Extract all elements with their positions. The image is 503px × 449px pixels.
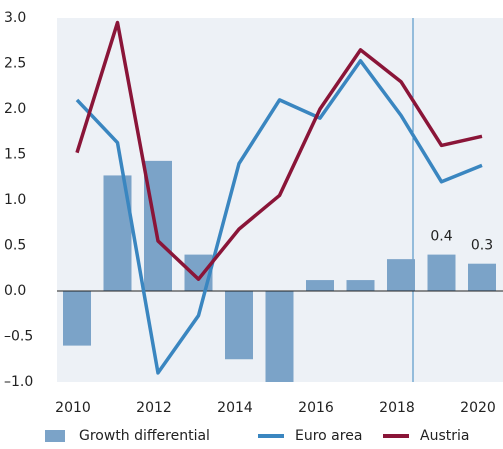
x-tick-label: 2020 <box>460 400 496 416</box>
bar <box>63 291 91 346</box>
data-label: 0.3 <box>471 238 493 254</box>
legend-label: Growth differential <box>79 428 210 444</box>
y-tick-label: 3.0 <box>4 10 26 26</box>
bar <box>265 291 294 382</box>
x-tick-label: 2016 <box>298 400 334 416</box>
bar <box>306 280 334 291</box>
legend-label: Euro area <box>295 428 362 444</box>
bar <box>468 263 496 291</box>
y-tick-label: 2.5 <box>4 56 26 72</box>
x-tick-label: 2010 <box>55 400 91 416</box>
x-tick-label: 2018 <box>379 400 415 416</box>
bar <box>427 254 456 291</box>
data-label: 0.4 <box>430 229 452 245</box>
x-tick-label: 2012 <box>136 400 172 416</box>
y-tick-label: 0.0 <box>4 283 26 299</box>
legend-swatch <box>45 430 65 442</box>
y-tick-label: 1.5 <box>4 147 26 163</box>
line <box>75 59 483 375</box>
y-tick-label: –0.5 <box>4 329 33 345</box>
bar <box>346 280 375 291</box>
y-tick-label: 1.0 <box>4 192 26 208</box>
y-tick-label: 2.0 <box>4 101 26 117</box>
bar <box>387 259 415 291</box>
bar <box>225 291 253 360</box>
y-tick-label: –1.0 <box>4 374 33 390</box>
y-tick-label: 0.5 <box>4 238 26 254</box>
line <box>75 20 483 281</box>
x-tick-label: 2014 <box>217 400 253 416</box>
legend-label: Austria <box>420 428 469 444</box>
